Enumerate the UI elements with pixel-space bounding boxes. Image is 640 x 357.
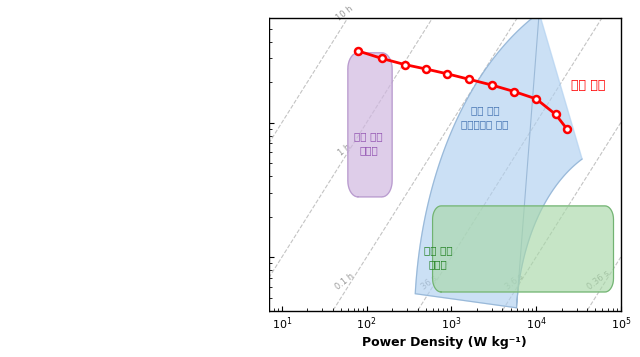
Text: 소듸 이온
축전지: 소듸 이온 축전지	[424, 245, 452, 269]
Text: 소듸 이온
하이브리드 전지: 소듸 이온 하이브리드 전지	[461, 105, 509, 129]
Polygon shape	[415, 13, 582, 308]
Text: 36 s: 36 s	[420, 274, 439, 292]
Text: 0.36 s: 0.36 s	[586, 269, 612, 292]
Text: 10 h: 10 h	[335, 4, 355, 23]
Text: 이번 연구: 이번 연구	[572, 79, 605, 91]
X-axis label: Power Density (W kg⁻¹): Power Density (W kg⁻¹)	[362, 336, 527, 349]
Polygon shape	[433, 206, 614, 292]
Text: 3.6 s: 3.6 s	[503, 272, 525, 292]
Text: 소듸 이온
배터리: 소듸 이온 배터리	[354, 131, 383, 155]
Y-axis label: Energy Density (Wh kg⁻¹): Energy Density (Wh kg⁻¹)	[227, 75, 239, 254]
Text: 1 h: 1 h	[337, 142, 353, 157]
Text: 0.1 h: 0.1 h	[333, 272, 356, 292]
Polygon shape	[348, 53, 392, 197]
